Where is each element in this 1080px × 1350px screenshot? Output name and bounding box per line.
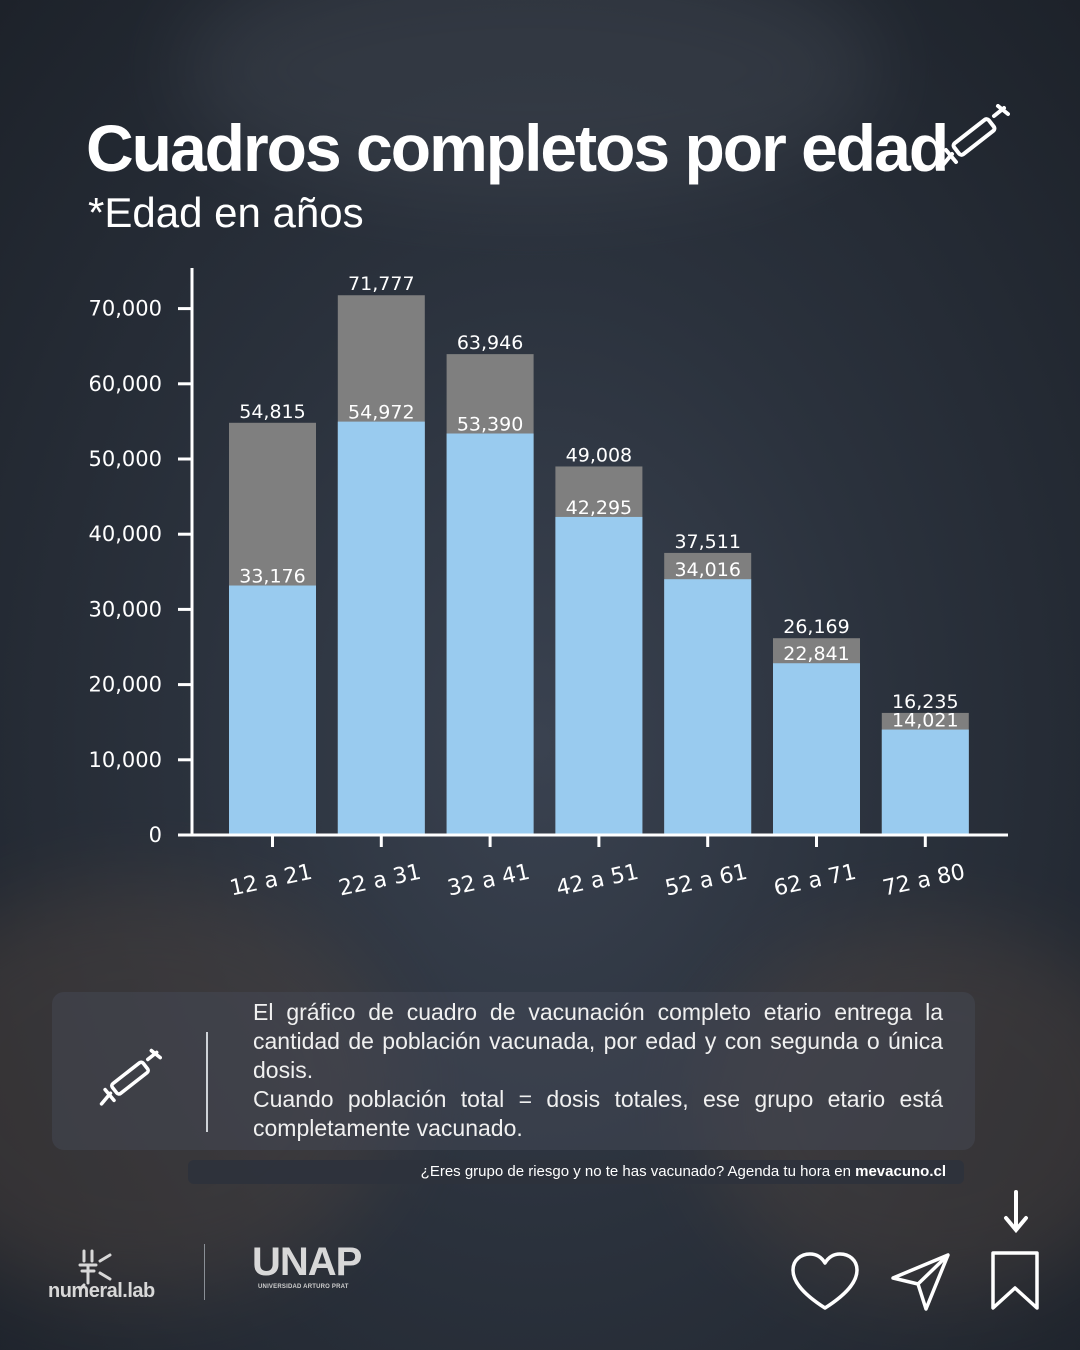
bar-vaccinated <box>337 421 425 835</box>
background-shape <box>180 0 880 200</box>
bar-vaccinated <box>773 663 860 835</box>
data-label-total: 71,777 <box>348 273 414 295</box>
data-label-vaccinated: 33,176 <box>239 566 305 588</box>
heart-icon[interactable] <box>790 1252 860 1312</box>
cta-link[interactable]: mevacuno.cl <box>855 1163 946 1180</box>
bar-vaccinated <box>664 579 752 835</box>
data-label-vaccinated: 53,390 <box>457 414 523 436</box>
x-tick-label: 52 a 61 <box>663 860 750 902</box>
bar-vaccinated <box>881 729 969 835</box>
x-tick-label: 42 a 51 <box>554 860 641 902</box>
background-shape <box>0 880 400 1300</box>
info-text: El gráfico de cuadro de vacunación compl… <box>253 998 943 1143</box>
info-panel <box>52 992 975 1150</box>
data-label-total: 16,235 <box>892 691 958 713</box>
send-icon[interactable] <box>890 1252 952 1312</box>
data-label-vaccinated: 42,295 <box>566 497 632 519</box>
y-tick-label: 30,000 <box>89 597 162 621</box>
background-shape <box>700 920 1080 1300</box>
data-label-vaccinated: 22,841 <box>783 643 849 665</box>
data-label-total: 37,511 <box>674 531 740 553</box>
bar-vaccinated <box>446 433 534 835</box>
data-label-total: 54,815 <box>239 401 305 423</box>
chart-subtitle: *Edad en años <box>88 189 364 236</box>
data-label-vaccinated: 34,016 <box>674 559 740 581</box>
y-tick-label: 60,000 <box>89 372 162 396</box>
numeral-lab-logo <box>78 1249 112 1291</box>
data-label-vaccinated: 54,972 <box>348 402 414 424</box>
unap-subtitle: UNIVERSIDAD ARTURO PRAT <box>258 1284 349 1290</box>
y-tick-label: 10,000 <box>89 748 162 772</box>
syringe-icon <box>99 1048 162 1106</box>
x-tick-label: 12 a 21 <box>228 860 315 902</box>
info-paragraph: Cuando población total = dosis totales, … <box>253 1086 943 1141</box>
bar-vaccinated <box>555 516 643 835</box>
info-paragraph: El gráfico de cuadro de vacunación compl… <box>253 999 943 1083</box>
y-tick-label: 50,000 <box>89 447 162 471</box>
x-tick-label: 32 a 41 <box>445 860 532 902</box>
y-tick-label: 40,000 <box>89 522 162 546</box>
cta-banner: ¿Eres grupo de riesgo y no te has vacuna… <box>188 1160 964 1184</box>
arrow-down-icon <box>1004 1190 1028 1234</box>
y-tick-label: 20,000 <box>89 673 162 697</box>
y-tick-label: 0 <box>149 823 162 847</box>
x-tick-label: 22 a 31 <box>337 860 424 902</box>
data-label-total: 26,169 <box>783 616 849 638</box>
divider <box>206 1032 208 1132</box>
divider <box>204 1244 205 1300</box>
y-tick-label: 70,000 <box>89 297 162 321</box>
bookmark-icon[interactable] <box>990 1250 1040 1312</box>
data-label-total: 49,008 <box>566 444 632 466</box>
page-title: Cuadros completos por edad <box>86 111 949 185</box>
unap-logo: UNAP <box>252 1240 362 1284</box>
syringe-icon <box>940 104 1010 168</box>
x-tick-label: 62 a 71 <box>772 860 859 902</box>
bar-vaccinated <box>229 585 316 835</box>
numeral-lab-wordmark: numeral.lab <box>48 1280 155 1302</box>
x-tick-label: 72 a 80 <box>881 860 968 902</box>
cta-text: ¿Eres grupo de riesgo y no te has vacuna… <box>420 1163 856 1180</box>
data-label-vaccinated: 14,021 <box>892 710 958 732</box>
bar-chart: 54,815 33,176 12 a 21 71,777 54,972 22 a 31 63… <box>89 268 1008 902</box>
data-label-total: 63,946 <box>457 332 523 354</box>
